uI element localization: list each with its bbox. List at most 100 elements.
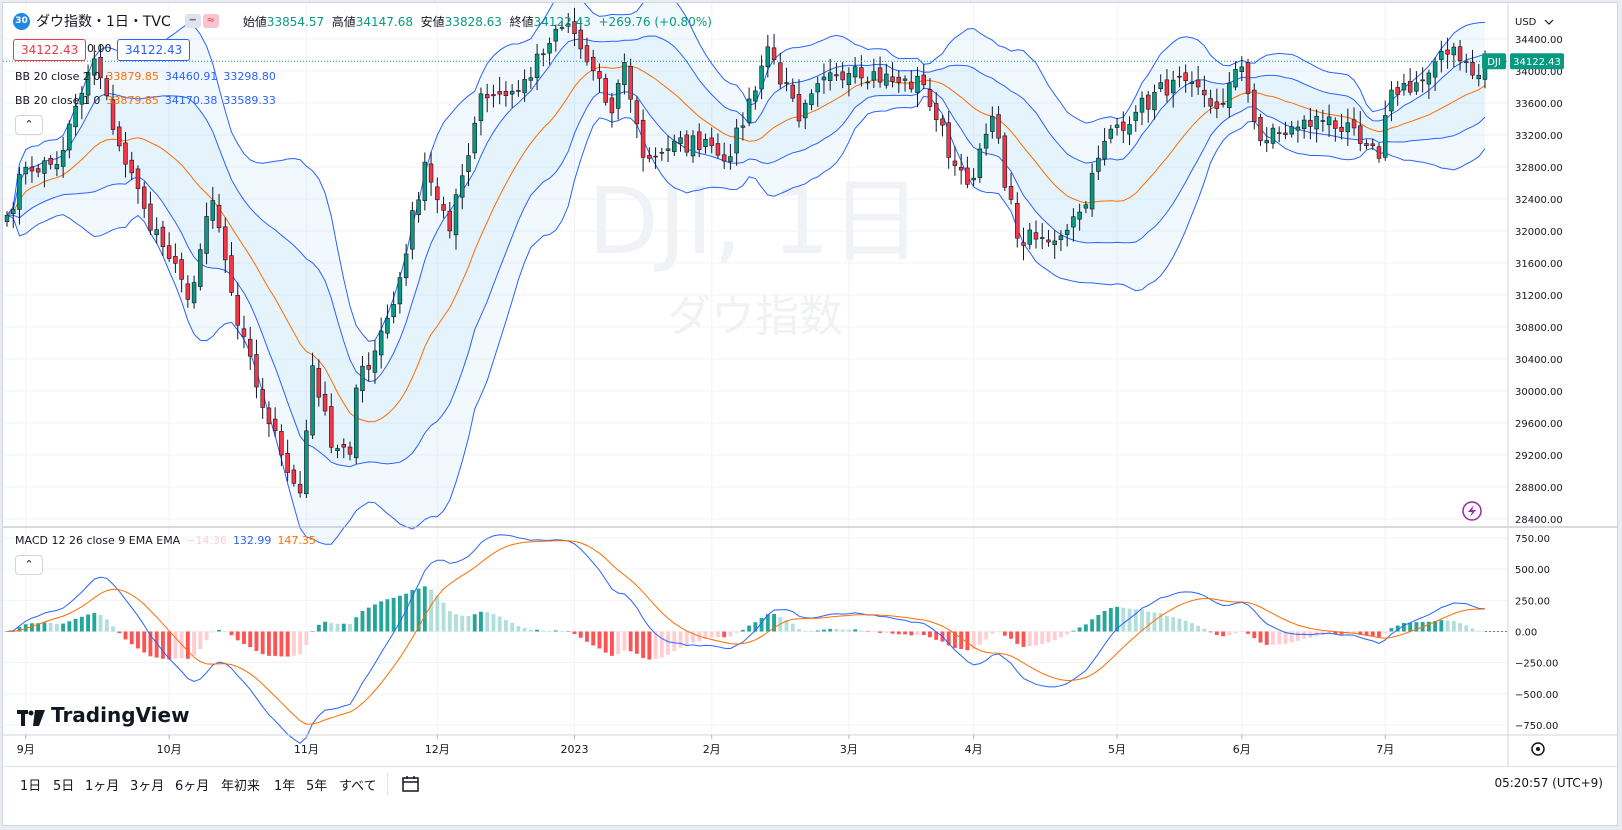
macd-histogram-bar	[884, 631, 889, 633]
candle-body	[746, 98, 752, 123]
range-5d-button[interactable]: 5日	[53, 779, 75, 794]
candle-body	[291, 469, 297, 484]
settings-gear-icon[interactable]	[1531, 742, 1545, 756]
candle	[235, 282, 240, 340]
candle-body	[1395, 87, 1400, 95]
candle-body	[753, 90, 758, 102]
macd-histogram-bar	[797, 629, 801, 632]
candle-body	[322, 393, 328, 412]
macd-histogram-bar	[217, 629, 221, 632]
macd-histogram-bar	[716, 631, 720, 638]
candle	[971, 168, 976, 187]
candle	[29, 156, 35, 183]
macd-histogram-bar	[129, 631, 134, 645]
collapse-legend-button[interactable]: ⌃	[15, 115, 43, 135]
candle	[173, 243, 178, 274]
candle	[603, 73, 608, 106]
bb2-legend[interactable]: BB 20 close 1 0 33879.85 34170.38 33589.…	[15, 94, 276, 107]
macd-axis[interactable]: 750.00 500.00 250.00 0.00 −250.00 −500.00 −750…	[1515, 534, 1558, 732]
symbol-title[interactable]: ダウ指数・1日・TVC	[36, 14, 171, 30]
candle	[497, 76, 502, 105]
candle	[1071, 208, 1076, 242]
macd-tick-label: −500.00	[1515, 690, 1558, 701]
candle-body	[166, 245, 172, 259]
watermark-name: ダウ指数	[667, 291, 843, 342]
collapse-macd-legend-button[interactable]: ⌃	[15, 555, 43, 575]
macd-histogram-bar	[391, 597, 396, 632]
candle-body	[740, 125, 746, 128]
macd-histogram-bar	[285, 631, 290, 657]
macd-histogram-bar	[1302, 631, 1307, 639]
candle-body	[1252, 89, 1257, 122]
macd-legend[interactable]: MACD 12 26 close 9 EMA EMA −14.36 132.99…	[15, 534, 316, 547]
visibility-toggle[interactable]: ━ ≈	[184, 14, 219, 28]
macd-histogram-bar	[921, 631, 926, 635]
range-6m-button[interactable]: 6ヶ月	[175, 779, 210, 794]
candle	[1114, 118, 1120, 136]
candle	[11, 202, 16, 229]
range-1y-button[interactable]: 1年	[274, 779, 296, 794]
candle-body	[104, 78, 110, 97]
candle-body	[1077, 211, 1082, 220]
bb1-legend[interactable]: BB 20 close 2 0 33879.85 34460.91 33298.…	[15, 70, 276, 83]
candle-body	[1064, 229, 1070, 235]
buy-price-button[interactable]: 34122.43	[117, 39, 191, 61]
candle	[827, 58, 833, 91]
tradingview-logo[interactable]: TradingView	[17, 703, 190, 727]
macd-histogram-bar	[1115, 606, 1119, 632]
candle-body	[884, 73, 889, 86]
candle-body	[634, 100, 640, 125]
price-axis[interactable]: USD 34400.00 34000.00 33600.00 33200.00 32800…	[1515, 17, 1563, 526]
candle-body	[765, 46, 771, 67]
candle-body	[1351, 119, 1357, 129]
compare-icon[interactable]: ≈	[202, 14, 219, 28]
macd-histogram-bar	[1214, 631, 1219, 635]
range-ytd-button[interactable]: 年初来	[221, 779, 261, 794]
range-1m-button[interactable]: 1ヶ月	[85, 779, 120, 794]
candle	[921, 64, 926, 90]
candle	[1015, 192, 1020, 248]
macd-histogram-bar	[323, 621, 327, 632]
price-tick-label: 29200.00	[1515, 451, 1563, 462]
macd-histogram-bar	[497, 616, 502, 632]
candle	[1102, 127, 1107, 166]
macd-histogram-bar	[1133, 609, 1138, 632]
macd-lines	[6, 534, 1508, 744]
candle-body	[933, 103, 939, 121]
macd-histogram-bar	[1433, 621, 1438, 632]
macd-histogram-bar	[772, 613, 776, 632]
macd-histogram-bar	[503, 619, 508, 632]
candle	[1370, 138, 1375, 150]
candle-body	[503, 90, 509, 96]
macd-histogram-bar	[491, 614, 496, 632]
candle	[1158, 74, 1163, 92]
macd-histogram-bar	[1121, 607, 1126, 632]
lightning-icon[interactable]	[1462, 501, 1482, 521]
sell-price-button[interactable]: 34122.43	[13, 39, 87, 61]
hide-icon[interactable]: ━	[184, 14, 201, 28]
range-3m-button[interactable]: 3ヶ月	[130, 779, 165, 794]
candle-body	[110, 99, 116, 130]
candle-body	[285, 453, 290, 473]
time-tick-label: 7月	[1376, 743, 1394, 756]
candle-body	[179, 259, 184, 280]
date-range-calendar-icon[interactable]	[401, 774, 421, 798]
range-5y-button[interactable]: 5年	[306, 779, 328, 794]
price-tick-label: 30800.00	[1515, 323, 1563, 334]
candle	[815, 76, 820, 107]
clock-readout[interactable]: 05:20:57 (UTC+9)	[1494, 776, 1603, 790]
candle	[1220, 88, 1226, 108]
candle	[1189, 71, 1195, 97]
range-all-button[interactable]: すべて	[339, 779, 377, 794]
candle	[1152, 84, 1157, 120]
candle-body	[628, 66, 633, 100]
candle	[117, 121, 122, 152]
chart-canvas[interactable]: DJI, 1日 ダウ指数 USD 34400.00 34000.00 33600.00…	[3, 3, 1618, 826]
time-axis[interactable]: 9月 10月 11月 12月 2023 2月 3月 4月 5月 6月 7月	[17, 735, 1395, 756]
macd-histogram-bar	[834, 628, 839, 632]
candle	[403, 243, 409, 286]
macd-histogram-bar	[148, 631, 153, 657]
range-1d-button[interactable]: 1日	[20, 779, 42, 794]
candle-body	[366, 364, 371, 370]
candle	[1089, 163, 1095, 217]
